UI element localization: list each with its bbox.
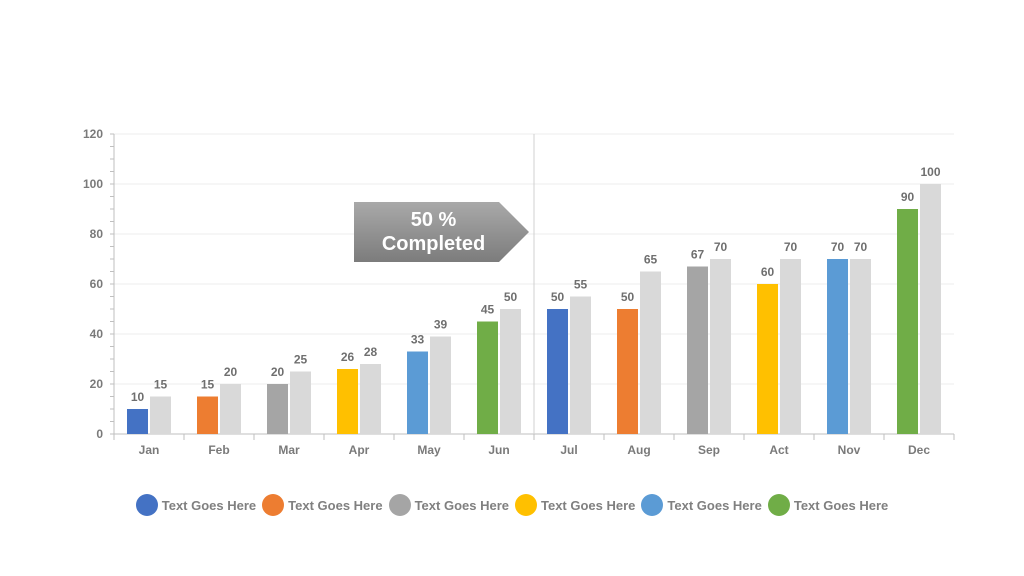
bar-actual (687, 266, 708, 434)
x-tick-label: Dec (908, 443, 930, 457)
data-label: 20 (271, 365, 285, 379)
x-tick-label: Feb (208, 443, 229, 457)
legend-swatch (515, 494, 537, 516)
bar-target (430, 336, 451, 434)
legend-item: Text Goes Here (135, 494, 257, 516)
data-label: 100 (920, 165, 940, 179)
bar-target (920, 184, 941, 434)
callout-percent: 50 % (410, 209, 457, 231)
x-tick-label: Jan (139, 443, 160, 457)
bar-target (780, 259, 801, 434)
bar-actual (547, 309, 568, 434)
legend-label: Text Goes Here (667, 497, 762, 513)
data-label: 15 (154, 378, 168, 392)
data-label: 20 (224, 365, 238, 379)
data-label: 90 (901, 190, 915, 204)
data-label: 50 (621, 290, 635, 304)
bar-target (500, 309, 521, 434)
bar-actual (127, 409, 148, 434)
legend-label: Text Goes Here (793, 497, 889, 513)
bar-actual (477, 321, 498, 434)
data-label: 28 (364, 345, 378, 359)
x-tick-label: Nov (838, 443, 861, 457)
callout-label: Completed (381, 233, 486, 255)
data-label: 67 (691, 248, 705, 262)
data-label: 70 (784, 240, 798, 254)
data-label: 70 (831, 240, 845, 254)
x-tick-label: May (417, 443, 441, 457)
legend: Text Goes Here Text Goes Here Text Goes … (0, 494, 1024, 516)
data-label: 33 (411, 333, 425, 347)
data-label: 50 (504, 290, 518, 304)
completion-callout: 50 % Completed (354, 202, 529, 262)
data-label: 70 (714, 240, 728, 254)
x-tick-label: Mar (278, 443, 300, 457)
data-label: 55 (574, 278, 588, 292)
x-tick-label: Aug (627, 443, 650, 457)
bar-target (570, 296, 591, 434)
x-tick-label: Jun (488, 443, 509, 457)
bar-actual (407, 351, 428, 434)
legend-label: Text Goes Here (161, 497, 257, 513)
legend-label: Text Goes Here (288, 497, 383, 513)
x-tick-label: Apr (349, 443, 370, 457)
bar-actual (897, 209, 918, 434)
y-tick-label: 20 (90, 377, 104, 391)
bar-actual (757, 284, 778, 434)
data-label: 45 (481, 303, 495, 317)
y-tick-label: 100 (83, 177, 103, 191)
legend-item: Text Goes Here (641, 494, 762, 516)
x-tick-label: Sep (698, 443, 720, 457)
data-label: 25 (294, 353, 308, 367)
bar-actual (267, 384, 288, 434)
bar-target (710, 259, 731, 434)
data-label: 65 (644, 253, 658, 267)
y-tick-label: 40 (90, 327, 104, 341)
bar-target (850, 259, 871, 434)
bar-actual (617, 309, 638, 434)
y-tick-label: 80 (90, 227, 104, 241)
bar-actual (337, 369, 358, 434)
bar-target (150, 396, 171, 434)
legend-item: Text Goes Here (388, 494, 509, 516)
x-tick-label: Act (769, 443, 788, 457)
legend-item: Text Goes Here (515, 494, 635, 516)
bar-target (220, 384, 241, 434)
data-label: 39 (434, 318, 448, 332)
legend-swatch (767, 494, 790, 516)
bar-target (290, 371, 311, 434)
legend-swatch (388, 494, 411, 516)
y-tick-label: 0 (96, 427, 103, 441)
data-label: 60 (761, 265, 775, 279)
legend-swatch (135, 494, 158, 516)
bar-actual (197, 396, 218, 434)
legend-label: Text Goes Here (541, 497, 636, 513)
data-label: 15 (201, 378, 215, 392)
bar-target (640, 271, 661, 434)
y-tick-label: 60 (90, 277, 104, 291)
bar-target (360, 364, 381, 434)
data-label: 50 (551, 290, 565, 304)
x-tick-label: Jul (560, 443, 577, 457)
data-label: 10 (131, 390, 145, 404)
legend-item: Text Goes Here (262, 494, 383, 516)
legend-swatch (262, 494, 285, 516)
y-tick-label: 120 (83, 127, 103, 141)
bar-actual (827, 259, 848, 434)
legend-item: Text Goes Here (767, 494, 889, 516)
legend-swatch (641, 494, 664, 516)
data-label: 26 (341, 350, 355, 364)
data-label: 70 (854, 240, 868, 254)
legend-label: Text Goes Here (414, 497, 509, 513)
